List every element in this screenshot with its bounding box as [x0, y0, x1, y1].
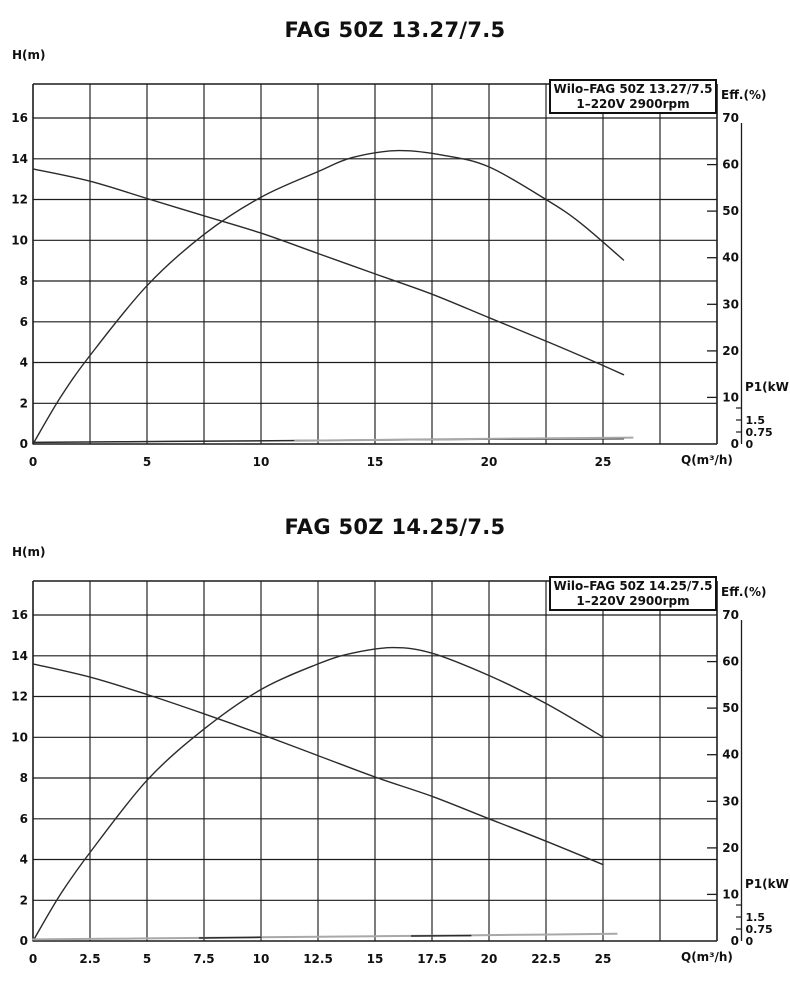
p1-axis-unit-label: P1(kW): [745, 877, 790, 891]
h-tick-label: 16: [11, 608, 28, 622]
h-tick-label: 12: [11, 690, 28, 704]
legend-box: Wilo–FAG 50Z 14.25/7.5 1–220V 2900rpm: [549, 576, 717, 611]
legend-voltage-line: 1–220V 2900rpm: [576, 97, 690, 111]
x-tick-label: 17.5: [417, 952, 447, 966]
p1-tick-label: 0: [746, 935, 754, 948]
x-tick-label: 25: [595, 952, 612, 966]
pump-curve-chart-1: FAG 50Z 13.27/7.5 0 5 10 15 20 25 0 2 4 6 8 10 12 14 1…: [11, 18, 790, 469]
h-tick-label: 4: [20, 356, 28, 370]
h-tick-label: 10: [11, 233, 28, 247]
p1-tick-label: 1.5: [746, 911, 766, 924]
chart-title: FAG 50Z 14.25/7.5: [284, 515, 506, 539]
eff-tick-label: 30: [722, 794, 739, 808]
h-tick-label: 4: [20, 853, 28, 867]
p1-tick-label: 0.75: [746, 923, 773, 936]
x-tick-label: 12.5: [303, 952, 333, 966]
x-tick-label: 5: [143, 455, 151, 469]
eff-tick-label: 0: [731, 437, 739, 451]
x-tick-label: 2.5: [79, 952, 100, 966]
eff-tick-label: 40: [722, 748, 739, 762]
legend-box: Wilo–FAG 50Z 13.27/7.5 1–220V 2900rpm: [549, 79, 717, 114]
h-tick-label: 6: [20, 315, 28, 329]
power-p1-curve: [198, 936, 262, 939]
x-tick-label: 0: [29, 455, 37, 469]
eff-tick-label: 20: [722, 841, 739, 855]
x-tick-label: 20: [481, 455, 498, 469]
eff-tick-label: 0: [731, 934, 739, 948]
x-tick-label: 20: [481, 952, 498, 966]
p1-tick-label: 1.5: [746, 414, 766, 427]
x-tick-label: 10: [253, 455, 270, 469]
x-tick-label: 15: [367, 952, 384, 966]
eff-tick-label: 70: [722, 111, 739, 125]
power-p1-curve-gray: [294, 436, 634, 442]
efficiency-curve: [32, 646, 604, 942]
h-tick-label: 14: [11, 649, 28, 663]
eff-tick-label: 20: [722, 344, 739, 358]
eff-tick-label: 50: [722, 204, 739, 218]
p1-axis-unit-label: P1(kW): [745, 380, 790, 394]
h-axis-unit-label: H(m): [12, 545, 46, 559]
x-tick-label: 15: [367, 455, 384, 469]
plot-canvas: 0 5 10 15 20 25 0 2 4 6 8 10 12 14 16 0 10 20 30 40 50 60 70 1.…: [11, 83, 773, 469]
h-tick-label: 12: [11, 193, 28, 207]
legend-model-line: Wilo–FAG 50Z 14.25/7.5: [553, 579, 713, 593]
q-axis-unit-label: Q(m³/h): [681, 950, 733, 964]
h-tick-label: 2: [20, 893, 28, 907]
h-tick-label: 10: [11, 730, 28, 744]
eff-tick-label: 10: [722, 887, 739, 901]
eff-tick-label: 60: [722, 655, 739, 669]
x-tick-label: 7.5: [193, 952, 214, 966]
eff-tick-label: 70: [722, 608, 739, 622]
h-tick-label: 0: [20, 934, 28, 948]
h-tick-label: 8: [20, 771, 28, 785]
x-tick-label: 0: [29, 952, 37, 966]
eff-tick-label: 40: [722, 251, 739, 265]
p1-tick-label: 0.75: [746, 426, 773, 439]
h-tick-label: 6: [20, 812, 28, 826]
eff-tick-label: 10: [722, 390, 739, 404]
eff-axis-unit-label: Eff.(%): [721, 88, 767, 102]
h-tick-label: 2: [20, 396, 28, 410]
x-tick-label: 10: [253, 952, 270, 966]
power-p1-curve-gray: [32, 932, 618, 941]
x-tick-label: 5: [143, 952, 151, 966]
x-tick-label: 22.5: [531, 952, 561, 966]
h-tick-label: 16: [11, 111, 28, 125]
q-axis-unit-label: Q(m³/h): [681, 453, 733, 467]
plot-canvas: 0 2.5 5 7.5 10 12.5 15 17.5 20 22.5 25 0 2 4 6 8 10 12 14 1…: [11, 580, 773, 966]
h-tick-label: 0: [20, 437, 28, 451]
eff-tick-label: 30: [722, 297, 739, 311]
efficiency-curve: [32, 149, 625, 445]
p1-tick-label: 0: [746, 438, 754, 451]
h-tick-label: 14: [11, 152, 28, 166]
h-axis-unit-label: H(m): [12, 48, 46, 62]
chart-title: FAG 50Z 13.27/7.5: [284, 18, 506, 42]
eff-axis-unit-label: Eff.(%): [721, 585, 767, 599]
x-tick-label: 25: [595, 455, 612, 469]
legend-voltage-line: 1–220V 2900rpm: [576, 594, 690, 608]
pump-curve-chart-2: FAG 50Z 14.25/7.5 0 2.5 5 7.5 10 12.5 15 17.5 20…: [0, 497, 790, 996]
h-tick-label: 8: [20, 274, 28, 288]
eff-tick-label: 60: [722, 158, 739, 172]
legend-model-line: Wilo–FAG 50Z 13.27/7.5: [553, 82, 713, 96]
head-curve: [32, 168, 625, 376]
head-curve: [32, 663, 604, 866]
eff-tick-label: 50: [722, 701, 739, 715]
